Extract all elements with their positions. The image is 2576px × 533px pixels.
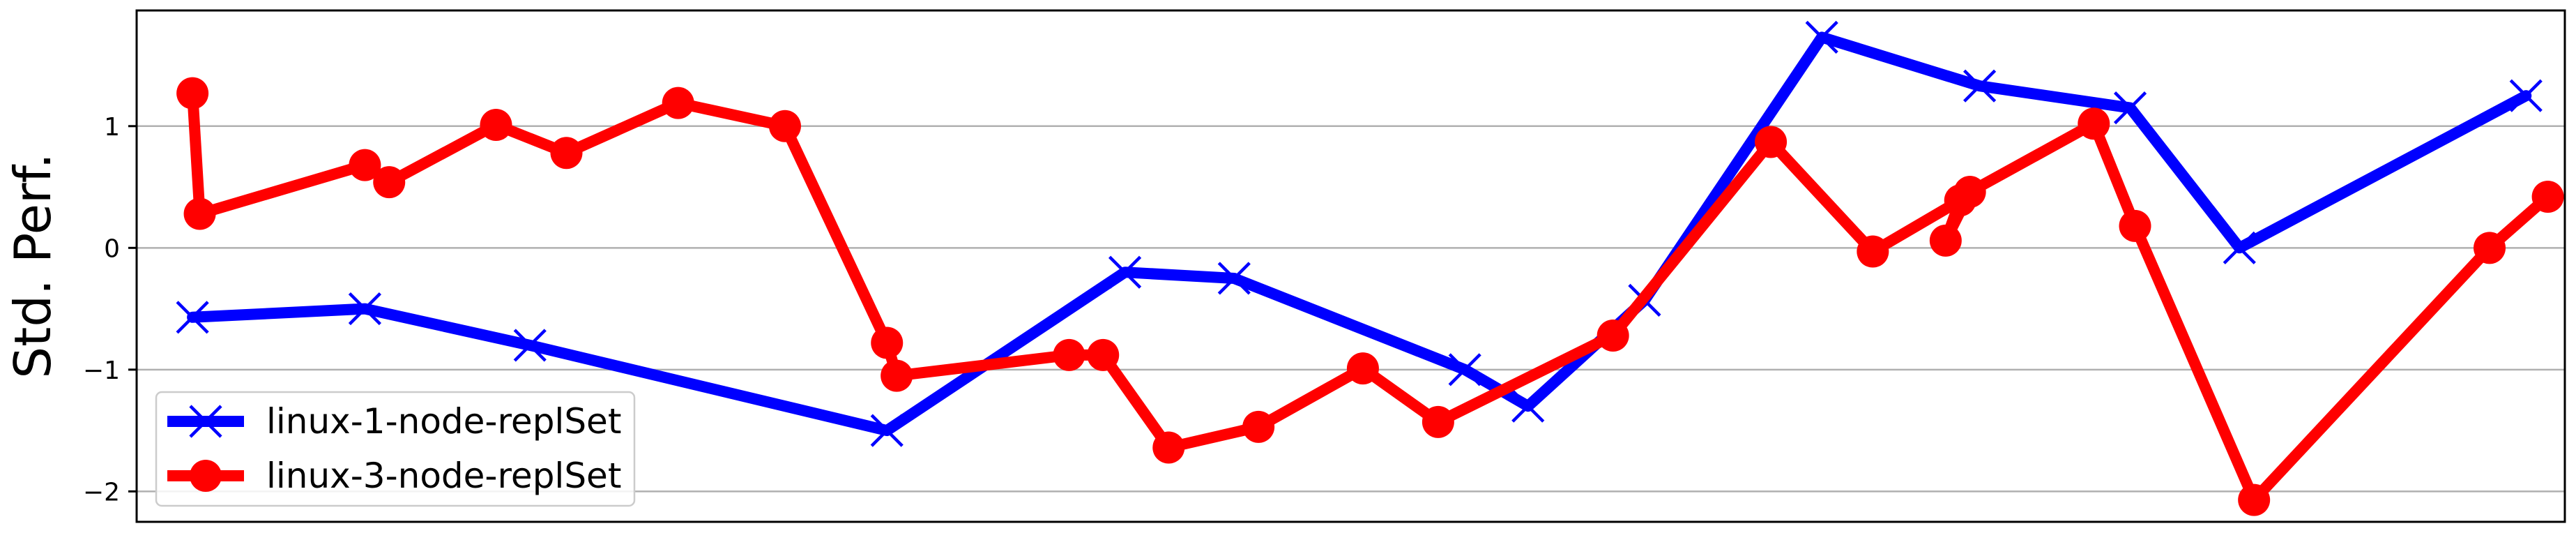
data-point xyxy=(871,326,904,359)
data-point xyxy=(1857,235,1889,268)
data-point xyxy=(768,110,801,142)
legend-marker xyxy=(190,460,222,492)
legend: linux-1-node-replSet linux-3-node-replSet xyxy=(155,391,636,507)
y-axis-label: Std. Perf. xyxy=(3,153,62,378)
y-tick-label: −1 xyxy=(83,356,120,385)
y-tick-label: −2 xyxy=(83,478,120,506)
data-point xyxy=(550,137,583,170)
legend-box xyxy=(155,391,636,507)
data-point xyxy=(1242,410,1275,443)
legend-label: linux-3-node-replSet xyxy=(266,456,621,496)
data-point xyxy=(1217,262,1251,295)
legend-marker xyxy=(189,405,222,438)
y-tick-label: 0 xyxy=(104,234,120,263)
y-tick-label: 1 xyxy=(104,113,120,142)
data-point xyxy=(1346,352,1379,385)
data-point xyxy=(2531,181,2564,213)
data-point xyxy=(1511,389,1545,423)
legend-entry: linux-1-node-replSet xyxy=(167,401,621,442)
data-point xyxy=(1929,224,1962,257)
data-point xyxy=(1448,353,1481,386)
legend-label: linux-1-node-replSet xyxy=(266,401,621,442)
data-point xyxy=(1053,338,1085,371)
data-point xyxy=(513,329,547,362)
data-point xyxy=(2223,231,2256,264)
data-point xyxy=(176,77,209,110)
data-point xyxy=(2078,107,2110,140)
data-point xyxy=(1953,176,1986,209)
data-point xyxy=(1596,319,1629,352)
data-point xyxy=(1152,431,1185,464)
data-point xyxy=(349,149,381,181)
data-point xyxy=(348,292,381,326)
series-layer xyxy=(176,20,2564,516)
data-point xyxy=(183,197,216,230)
data-point xyxy=(1755,126,1788,158)
plot-frame xyxy=(135,9,2566,523)
data-point xyxy=(2113,91,2147,125)
data-point xyxy=(2119,209,2151,242)
data-point xyxy=(1108,255,1142,289)
data-point xyxy=(176,301,209,334)
data-point xyxy=(480,109,512,142)
data-point xyxy=(1087,338,1120,371)
data-point xyxy=(2474,232,2506,264)
data-point xyxy=(1422,405,1454,438)
data-point xyxy=(881,359,913,392)
data-point xyxy=(1963,69,1997,103)
data-point xyxy=(870,414,904,447)
data-point xyxy=(662,87,694,119)
data-point xyxy=(2238,483,2271,516)
series-linux-3-node-replSet xyxy=(176,77,2564,516)
y-ticks: −2 −1 0 1 xyxy=(83,113,137,506)
data-point xyxy=(373,166,406,199)
data-point xyxy=(1805,20,1838,54)
data-point xyxy=(2509,79,2543,112)
legend-entry: linux-3-node-replSet xyxy=(167,456,621,496)
